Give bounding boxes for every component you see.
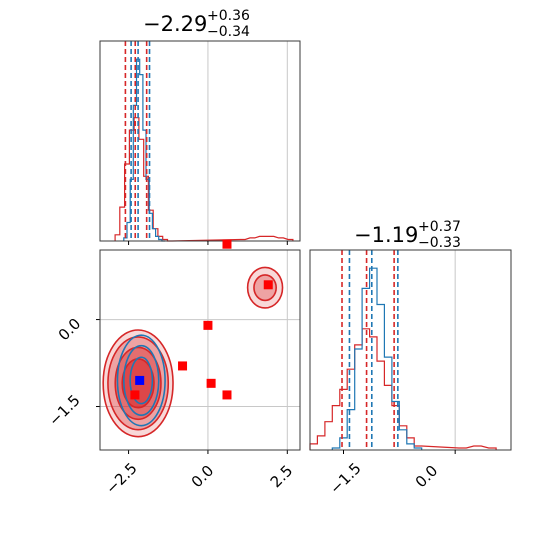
joint-density-panel: [96, 239, 301, 454]
red-marker: [206, 378, 216, 388]
marginal-2-histogram-series: [331, 267, 423, 450]
marginal-1-histogram-series: [123, 58, 166, 242]
joint-contour-level: [123, 344, 160, 417]
marginal-1-histogram-series: [114, 117, 294, 242]
joint-contour-level: [129, 356, 154, 405]
red-marker: [222, 390, 232, 400]
marginal-1-title-minus: −0.34: [207, 24, 250, 40]
joint-contour-level: [116, 334, 166, 427]
red-marker: [263, 280, 273, 290]
marginal-2-frame: [309, 249, 512, 451]
marginal-2-title-value: −1.19: [354, 223, 418, 247]
marginal-2-histogram-series: [309, 328, 497, 450]
marginal-histogram-1: [99, 40, 301, 245]
marginal-2-title-minus: −0.33: [418, 235, 461, 251]
joint-frame: [99, 249, 301, 451]
joint-x-tick-label: −2.5: [102, 459, 140, 497]
marginal-1-title-value: −2.29: [143, 12, 207, 36]
red-marker: [203, 320, 213, 330]
marginal-1-frame: [99, 40, 301, 242]
red-marker: [222, 239, 232, 249]
red-marker: [178, 361, 188, 371]
joint-y-tick-label: 0.0: [55, 315, 85, 345]
blue-marker: [135, 375, 145, 385]
marginal-2-x-tick-label: −1.5: [326, 459, 364, 497]
marginal-1-title-plus: +0.36: [207, 8, 250, 24]
joint-x-tick-label: 2.5: [267, 462, 297, 492]
joint-x-tick-label: 0.0: [188, 462, 218, 492]
marginal-2-x-tick-label: 0.0: [412, 462, 442, 492]
joint-y-tick-label: −1.5: [45, 391, 83, 429]
marginal-histogram-2: [309, 249, 512, 454]
red-marker: [130, 390, 140, 400]
marginal-2-title-plus: +0.37: [418, 219, 461, 235]
